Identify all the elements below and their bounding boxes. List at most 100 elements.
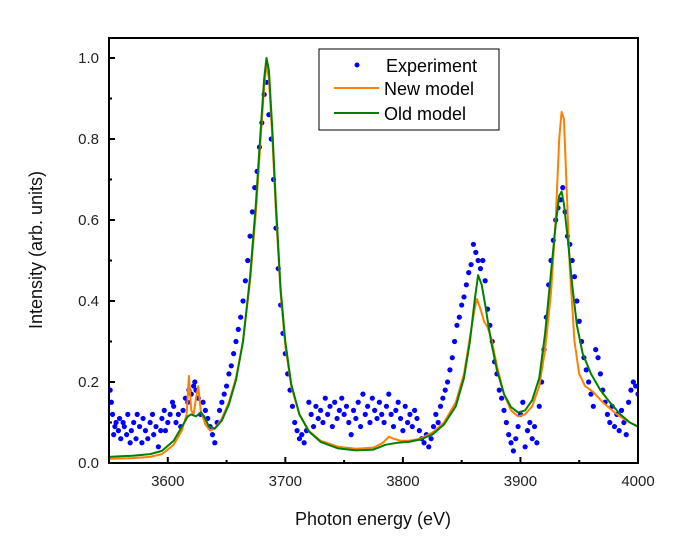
experiment-point <box>574 298 580 304</box>
experiment-point <box>623 432 629 438</box>
experiment-point <box>433 411 439 417</box>
x-tick-label: 3600 <box>151 473 184 490</box>
experiment-point <box>365 403 371 409</box>
experiment-point <box>402 403 408 409</box>
experiment-point <box>633 383 638 389</box>
experiment-point <box>109 399 114 405</box>
experiment-point <box>219 399 225 405</box>
experiment-point <box>463 282 469 288</box>
experiment-point <box>524 428 531 434</box>
experiment-point <box>111 432 117 438</box>
experiment-point <box>124 432 130 438</box>
experiment-point <box>583 367 589 373</box>
experiment-point <box>621 419 627 426</box>
experiment-point <box>454 322 460 328</box>
experiment-point <box>142 428 149 434</box>
experiment-point <box>480 257 486 264</box>
experiment-point <box>334 415 340 422</box>
experiment-point <box>367 419 373 426</box>
y-tick-label: 0.8 <box>78 131 99 148</box>
experiment-point <box>369 395 375 401</box>
experiment-point <box>414 415 420 422</box>
experiment-point <box>593 347 599 353</box>
experiment-point <box>381 419 387 426</box>
experiment-point <box>534 440 540 446</box>
experiment-point <box>247 233 253 239</box>
experiment-point <box>116 415 123 422</box>
experiment-point <box>560 185 566 191</box>
experiment-point <box>527 419 533 426</box>
experiment-point <box>536 403 542 409</box>
experiment-point <box>112 423 118 430</box>
experiment-point <box>520 399 526 405</box>
experiment-point <box>308 411 314 417</box>
experiment-point <box>240 298 246 304</box>
experiment-point <box>223 383 230 389</box>
experiment-point <box>383 403 390 409</box>
experiment-point <box>477 266 484 272</box>
experiment-point <box>231 351 237 357</box>
experiment-point <box>409 423 415 430</box>
experiment-point <box>299 432 305 438</box>
experiment-point <box>158 428 164 434</box>
experiment-point <box>318 407 324 413</box>
experiment-point <box>149 411 156 417</box>
experiment-point <box>571 274 578 280</box>
experiment-point <box>604 411 611 417</box>
experiment-point <box>329 423 335 430</box>
experiment-point <box>440 395 446 401</box>
experiment-point <box>226 371 232 377</box>
experiment-point <box>155 444 161 450</box>
experiment-point <box>456 314 462 320</box>
experiment-point <box>588 391 594 397</box>
experiment-point <box>348 432 354 438</box>
experiment-point <box>388 411 394 417</box>
experiment-point <box>115 428 122 434</box>
experiment-point <box>412 407 418 413</box>
experiment-point <box>294 428 300 434</box>
experiment-point <box>508 440 514 446</box>
experiment-point <box>346 419 352 426</box>
experiment-point <box>175 411 181 417</box>
experiment-point <box>386 391 392 397</box>
experiment-point <box>390 423 397 430</box>
experiment-point <box>625 399 632 405</box>
experiment-point <box>228 363 234 369</box>
experiment-point <box>209 432 216 438</box>
experiment-point <box>430 423 437 430</box>
experiment-point <box>315 415 321 422</box>
experiment-point <box>113 419 119 426</box>
experiment-point <box>233 338 239 345</box>
experiment-point <box>118 436 124 442</box>
experiment-point <box>522 444 528 450</box>
experiment-point <box>468 261 474 268</box>
experiment-point <box>482 278 488 284</box>
y-tick-label: 0.2 <box>78 374 99 391</box>
experiment-point <box>395 399 401 405</box>
experiment-point <box>435 419 441 426</box>
experiment-point <box>200 399 206 405</box>
experiment-point <box>515 423 521 430</box>
experiment-point <box>242 278 248 284</box>
experiment-point <box>306 399 312 405</box>
experiment-point <box>357 423 364 430</box>
experiment-point <box>400 428 406 434</box>
experiment-point <box>145 436 151 442</box>
experiment-point <box>618 407 625 413</box>
experiment-point <box>125 411 131 417</box>
experiment-point <box>313 403 319 409</box>
experiment-point <box>191 383 197 389</box>
experiment-point <box>362 411 368 417</box>
x-axis-title: Photon energy (eV) <box>295 509 451 529</box>
y-tick-label: 0.4 <box>78 293 99 310</box>
legend-box <box>318 48 500 131</box>
experiment-point <box>355 399 361 405</box>
experiment-point <box>428 436 434 442</box>
experiment-point <box>576 318 582 324</box>
experiment-point <box>449 355 455 361</box>
experiment-point <box>393 407 399 413</box>
experiment-point <box>180 407 186 413</box>
experiment-point <box>590 403 596 409</box>
y-axis-title: Intensity (arb. units) <box>26 171 46 329</box>
experiment-point <box>607 419 613 426</box>
